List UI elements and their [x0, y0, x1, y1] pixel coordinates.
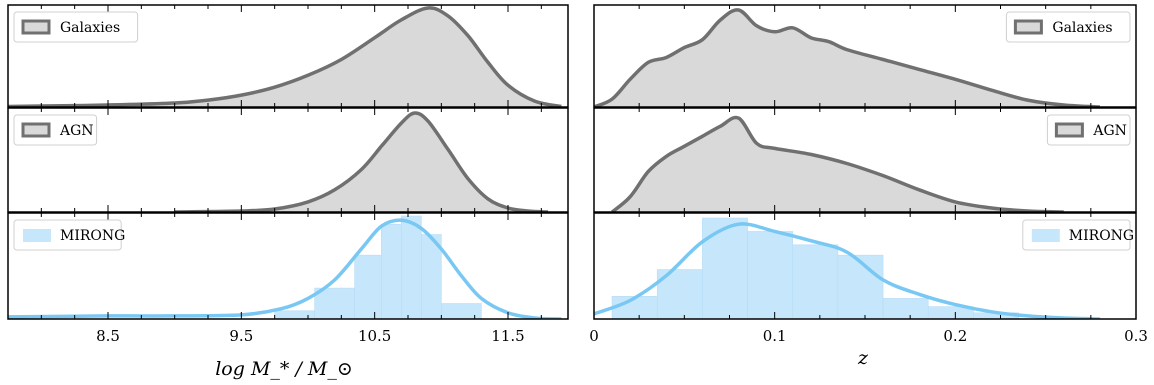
legend-swatch [23, 229, 51, 242]
x-tick-label: 8.5 [96, 327, 120, 345]
legend-label: MIRONG [1069, 228, 1134, 244]
kde-curve [594, 222, 1100, 319]
legend-galaxies: Galaxies [1005, 11, 1131, 43]
density-curve [610, 115, 1064, 212]
density-curve [8, 6, 562, 107]
legend-swatch [21, 19, 51, 35]
panel-z-agn: AGN [593, 107, 1137, 213]
density-area [612, 117, 1064, 212]
legend-frame [13, 219, 122, 251]
x-axis-label-z: z [857, 347, 869, 369]
histogram-bar [702, 217, 748, 319]
x-tick-label: 0.1 [763, 327, 787, 345]
legend-mirong: MIRONG [13, 219, 125, 251]
histogram-bar [837, 254, 884, 319]
x-tick-label: 0.2 [943, 327, 967, 345]
histogram-bar [792, 244, 839, 319]
legend-agn: AGN [1046, 114, 1131, 146]
density-curve [174, 111, 549, 212]
histogram-bar [441, 303, 482, 319]
density-area [174, 112, 548, 212]
x-tick-label: 11.5 [491, 327, 524, 345]
legend-frame [1022, 219, 1131, 251]
legend-swatch [1054, 122, 1084, 138]
histogram-bar [882, 298, 929, 319]
legend-label: Galaxies [60, 20, 120, 36]
legend-label: Galaxies [1052, 20, 1112, 36]
x-tick-label: 9.5 [229, 327, 253, 345]
density-area [594, 9, 1100, 107]
histogram-bar [381, 223, 402, 319]
density-area [8, 7, 562, 107]
density-curve [594, 8, 1100, 107]
x-axis-label-mass: log M_* / M_⊙ [215, 358, 353, 380]
legend-agn: AGN [13, 114, 98, 146]
legend-swatch [1031, 229, 1060, 242]
legend-swatch [21, 122, 51, 138]
panel-mass-galaxies: Galaxies [7, 4, 569, 108]
panel-mass-mirong: 8.5 9.5 10.5 11.5 MIRONG [7, 212, 569, 345]
histogram-bar [314, 287, 355, 319]
panel-mass-agn: AGN [7, 107, 569, 213]
legend-label: AGN [1092, 123, 1127, 139]
panel-frame [7, 107, 569, 213]
x-tick-label: 0.3 [1124, 327, 1148, 345]
panel-z-mirong: 0 0.1 0.2 0.3 MIRONG [589, 212, 1148, 345]
legend-label: AGN [59, 123, 94, 139]
legend-mirong: MIRONG [1022, 219, 1134, 251]
x-tick-label: 10.5 [358, 327, 391, 345]
panel-frame [7, 212, 569, 320]
histogram-bar [747, 231, 794, 319]
panel-z-galaxies: Galaxies [593, 4, 1137, 108]
histogram-bar [401, 215, 422, 319]
panel-frame [7, 4, 569, 108]
legend-galaxies: Galaxies [13, 11, 139, 43]
kde-curve [8, 218, 562, 319]
x-tick-label: 0 [589, 327, 599, 345]
histogram-bar [274, 310, 315, 319]
legend-swatch [1013, 19, 1043, 35]
histogram-bar [354, 254, 382, 319]
legend-label: MIRONG [60, 228, 125, 244]
